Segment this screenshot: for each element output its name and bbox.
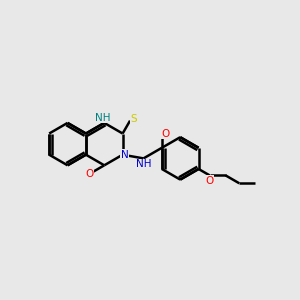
- Text: O: O: [206, 176, 214, 186]
- Text: N: N: [121, 150, 129, 160]
- Text: S: S: [130, 114, 137, 124]
- Text: NH: NH: [136, 159, 151, 169]
- Text: NH: NH: [95, 112, 111, 123]
- Text: O: O: [85, 169, 94, 179]
- Text: O: O: [161, 129, 169, 139]
